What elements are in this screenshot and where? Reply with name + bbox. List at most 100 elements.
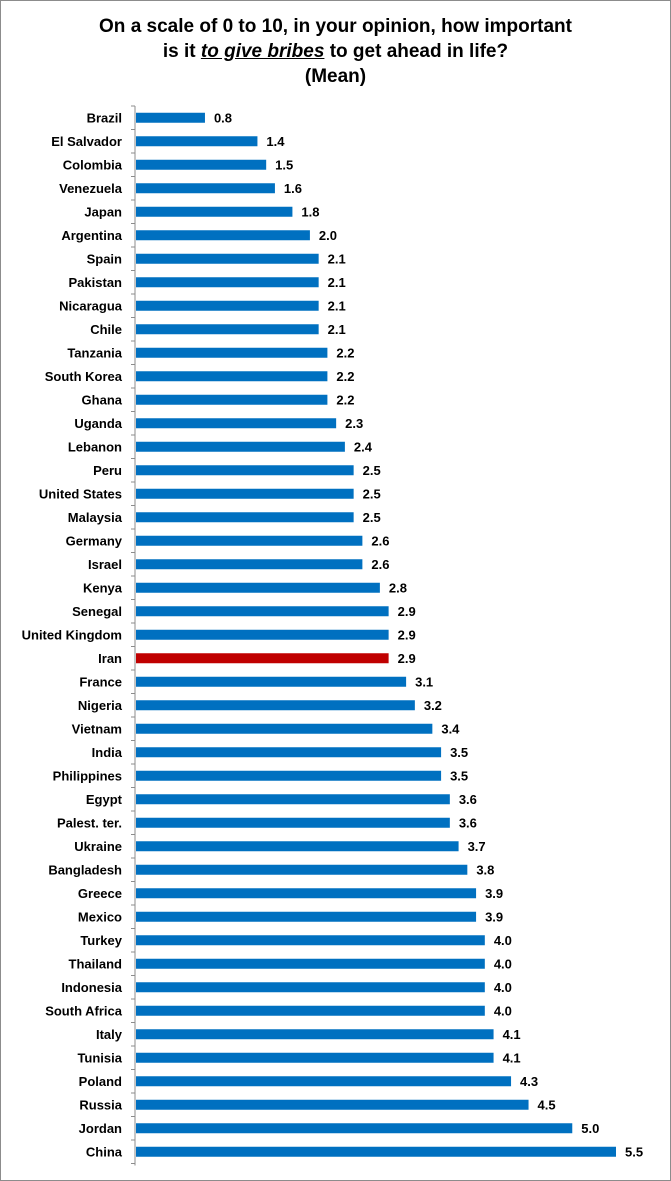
bar — [136, 911, 477, 922]
category-label: Malaysia — [68, 510, 123, 525]
title-line-2-end: to get ahead in life? — [324, 41, 509, 62]
value-label: 2.1 — [328, 275, 346, 290]
category-label: South Korea — [45, 369, 123, 384]
category-label: Ghana — [82, 392, 123, 407]
value-label: 2.9 — [398, 627, 416, 642]
category-label: Israel — [88, 557, 122, 572]
value-label: 3.4 — [441, 721, 460, 736]
category-label: Brazil — [87, 110, 122, 125]
bar — [136, 582, 380, 593]
value-label: 4.1 — [503, 1027, 521, 1042]
value-label: 2.6 — [371, 533, 389, 548]
category-label: Venezuela — [59, 181, 123, 196]
bar — [136, 488, 354, 499]
bar — [136, 653, 389, 664]
category-label: Poland — [79, 1074, 122, 1089]
value-label: 2.3 — [345, 416, 363, 431]
value-label: 2.9 — [398, 651, 416, 666]
bar — [136, 629, 389, 640]
category-label: India — [92, 745, 123, 760]
value-label: 2.5 — [363, 510, 381, 525]
title-emphasis: to give bribes — [200, 41, 325, 62]
value-label: 2.2 — [336, 369, 354, 384]
value-label: 2.8 — [389, 580, 407, 595]
value-label: 2.5 — [363, 486, 381, 501]
category-label: Russia — [79, 1097, 122, 1112]
category-label: France — [79, 674, 122, 689]
value-label: 5.0 — [581, 1121, 599, 1136]
value-label: 3.1 — [415, 674, 433, 689]
bar — [136, 441, 345, 452]
bar — [136, 935, 485, 946]
value-label: 3.6 — [459, 792, 477, 807]
value-label: 3.9 — [485, 886, 503, 901]
category-label: Tunisia — [77, 1050, 122, 1065]
bar — [136, 535, 363, 546]
bar — [136, 1123, 573, 1134]
value-label: 2.4 — [354, 439, 373, 454]
category-label: Nigeria — [78, 698, 123, 713]
bar — [136, 112, 205, 123]
value-label: 3.6 — [459, 815, 477, 830]
value-label: 2.0 — [319, 228, 337, 243]
bar — [136, 817, 450, 828]
category-label: Senegal — [72, 604, 122, 619]
title-line-2: is it to give bribes to get ahead in lif… — [0, 39, 671, 64]
bar — [136, 841, 459, 852]
value-label: 1.8 — [301, 204, 319, 219]
bar — [136, 136, 258, 147]
category-label: Egypt — [86, 792, 123, 807]
title-line-3: (Mean) — [304, 66, 367, 87]
category-label: Kenya — [83, 580, 123, 595]
bar — [136, 723, 433, 734]
category-label: Palest. ter. — [57, 815, 122, 830]
category-label: Indonesia — [61, 980, 122, 995]
value-label: 2.1 — [328, 298, 346, 313]
category-label: Thailand — [69, 956, 123, 971]
value-label: 5.5 — [625, 1144, 643, 1159]
bar — [136, 747, 442, 758]
bar — [136, 559, 363, 570]
bar — [136, 794, 450, 805]
bar — [136, 700, 415, 711]
value-label: 1.6 — [284, 181, 302, 196]
bar — [136, 1099, 529, 1110]
category-label: Jordan — [79, 1121, 122, 1136]
bar — [136, 1076, 512, 1087]
bar — [136, 300, 319, 311]
bar — [136, 512, 354, 523]
value-label: 1.5 — [275, 157, 293, 172]
category-label: El Salvador — [51, 134, 122, 149]
category-label: Iran — [98, 651, 122, 666]
category-label: Bangladesh — [48, 862, 122, 877]
bar — [136, 958, 485, 969]
value-label: 2.6 — [371, 557, 389, 572]
category-label: Chile — [90, 322, 122, 337]
value-label: 0.8 — [214, 110, 232, 125]
bar — [136, 324, 319, 335]
value-label: 2.2 — [336, 392, 354, 407]
category-label: Uganda — [74, 416, 122, 431]
bar — [136, 1052, 494, 1063]
bar — [136, 206, 293, 217]
category-label: Pakistan — [69, 275, 123, 290]
value-label: 4.0 — [494, 956, 512, 971]
bar — [136, 347, 328, 358]
value-label: 3.9 — [485, 909, 503, 924]
bar — [136, 1146, 616, 1157]
value-label: 2.5 — [363, 463, 381, 478]
category-label: Mexico — [78, 909, 122, 924]
value-label: 3.5 — [450, 745, 468, 760]
category-label: Italy — [96, 1027, 123, 1042]
bar — [136, 159, 267, 170]
category-label: United States — [39, 486, 122, 501]
value-label: 4.5 — [538, 1097, 556, 1112]
category-label: United Kingdom — [22, 627, 122, 642]
category-label: Turkey — [80, 933, 122, 948]
bar — [136, 1029, 494, 1040]
value-label: 2.1 — [328, 251, 346, 266]
category-label: Greece — [78, 886, 122, 901]
category-label: Tanzania — [67, 345, 122, 360]
bar — [136, 982, 485, 993]
value-label: 3.7 — [468, 839, 486, 854]
